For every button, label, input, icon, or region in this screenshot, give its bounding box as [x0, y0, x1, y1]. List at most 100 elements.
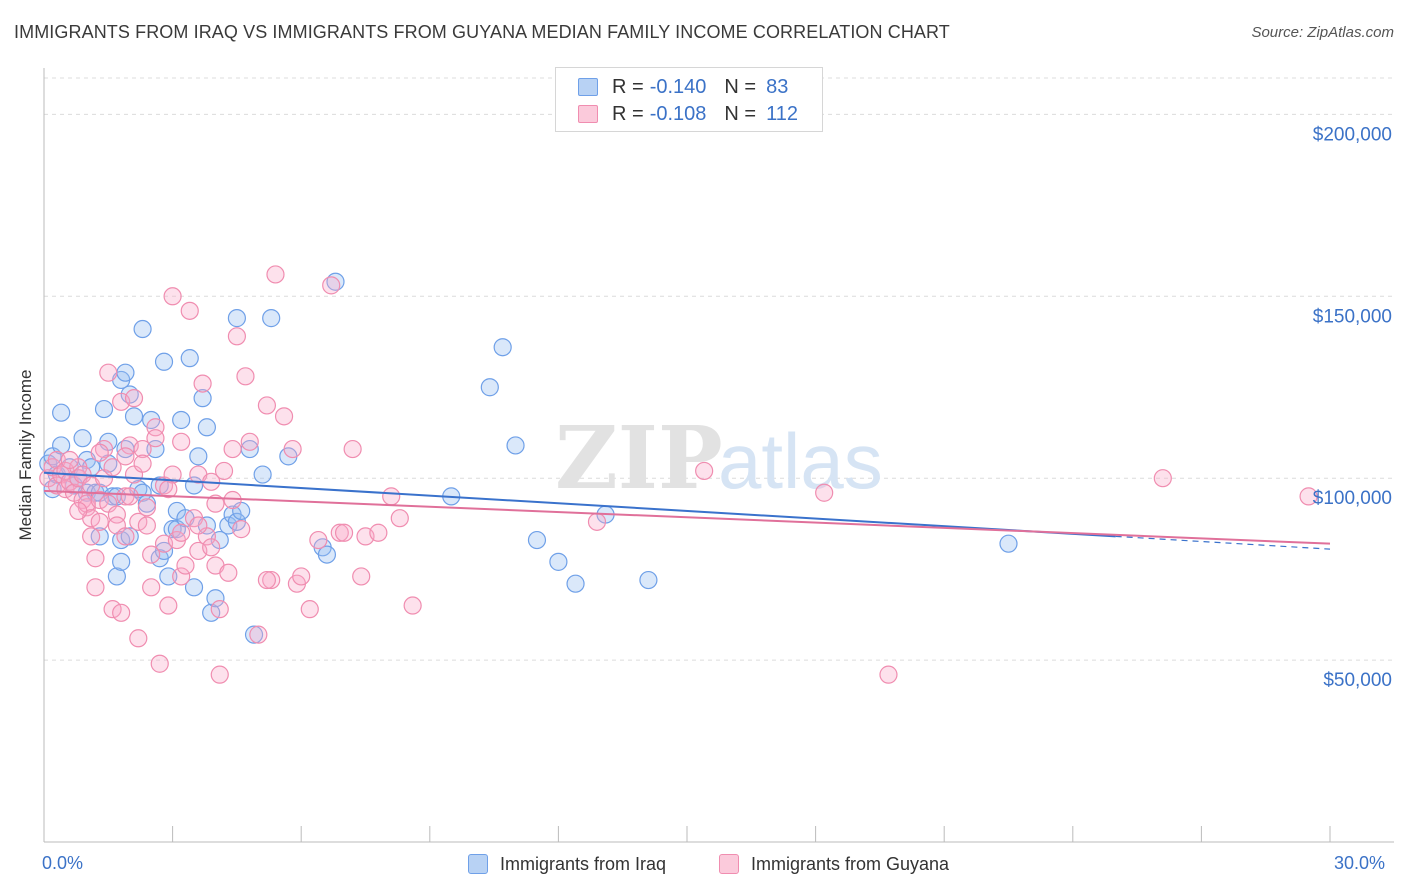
guyana-point — [815, 483, 834, 502]
y-tick-label: $100,000 — [1313, 488, 1392, 509]
guyana-point — [146, 418, 165, 437]
iraq-point — [999, 534, 1018, 553]
guyana-point — [249, 625, 268, 644]
guyana-point — [189, 516, 208, 535]
guyana-point — [129, 629, 148, 648]
guyana-point — [262, 570, 281, 590]
iraq-point — [184, 578, 204, 597]
guyana-point — [240, 432, 259, 451]
guyana-point — [107, 505, 126, 524]
guyana-point — [142, 545, 161, 564]
guyana-point — [193, 374, 212, 393]
legend-label-iraq: Immigrants from Iraq — [500, 853, 667, 874]
iraq-point — [180, 349, 199, 368]
guyana-point — [60, 450, 79, 470]
legend-item-guyana[interactable]: Immigrants from Guyana — [719, 851, 949, 877]
iraq-point — [107, 567, 126, 586]
guyana-point — [116, 527, 135, 546]
iraq-point — [227, 309, 246, 328]
n-value: 83 — [766, 75, 789, 98]
watermark: ZIP atlas — [555, 408, 883, 509]
guyana-point — [137, 498, 156, 517]
iraq-point — [244, 625, 264, 644]
iraq-point — [52, 436, 71, 455]
y-tick-labels: $50,000 $100,000 $150,000 $200,000 — [1313, 124, 1392, 691]
guyana-point — [292, 567, 311, 586]
guyana-point — [403, 596, 422, 615]
stats-row-iraq: R = -0.140 N = 83 — [578, 75, 788, 99]
iraq-trend-line — [43, 471, 1116, 538]
guyana-point — [879, 665, 898, 684]
guyana-point — [274, 407, 294, 426]
guyana-point — [150, 654, 169, 673]
source-label: Source: ZipAtlas.com — [1251, 24, 1394, 41]
guyana-point — [266, 265, 285, 284]
iraq-point — [262, 309, 281, 328]
guyana-point — [322, 276, 341, 295]
iraq-point — [159, 567, 178, 586]
stats-row-guyana: R = -0.108 N = 112 — [578, 102, 798, 126]
guyana-point — [223, 439, 242, 459]
y-tick-label: $50,000 — [1323, 670, 1392, 691]
guyana-point — [86, 578, 105, 597]
guyana-point — [163, 287, 182, 306]
iraq-point — [133, 319, 152, 339]
trend-lines — [43, 471, 1331, 550]
n-value: 112 — [766, 102, 798, 125]
guyana-point — [219, 563, 238, 582]
stats-legend: R = -0.140 N = 83 R = -0.108 N = 112 — [555, 67, 823, 132]
guyana-point — [86, 549, 105, 568]
guyana-point — [1299, 487, 1318, 506]
guyana-point — [343, 439, 362, 459]
guyana-point — [120, 487, 139, 506]
guyana-point — [99, 363, 118, 382]
iraq-point — [197, 418, 216, 437]
iraq-point — [73, 429, 92, 448]
n-label: N = — [724, 102, 757, 125]
iraq-point — [116, 363, 135, 382]
guyana-point — [133, 454, 152, 473]
iraq-point — [493, 338, 512, 357]
iraq-point — [120, 527, 139, 546]
iraq-point — [112, 552, 131, 571]
legend-item-iraq[interactable]: Immigrants from Iraq — [468, 851, 666, 877]
guyana-point — [369, 523, 388, 542]
y-tick-label: $150,000 — [1313, 306, 1392, 327]
guyana-point — [133, 439, 152, 459]
y-tick-label: $200,000 — [1313, 124, 1392, 145]
iraq-point — [639, 570, 658, 590]
guyana-point — [309, 530, 328, 550]
iraq-point — [566, 574, 585, 593]
guyana-point — [232, 520, 251, 539]
iraq-point — [527, 530, 547, 550]
guyana-point — [90, 512, 109, 531]
r-value: -0.108 — [649, 102, 707, 125]
iraq-point — [154, 352, 174, 371]
guyana-point — [159, 596, 178, 615]
iraq-point — [94, 399, 114, 419]
x-tick-min: 0.0% — [42, 853, 84, 873]
guyana-trend-line — [43, 489, 1331, 545]
iraq-point — [52, 403, 71, 422]
guyana-point — [210, 665, 229, 684]
guyana-swatch — [578, 105, 598, 123]
iraq-point — [317, 545, 337, 564]
legend-label-guyana: Immigrants from Guyana — [751, 853, 950, 874]
guyana-point — [1153, 469, 1172, 488]
guyana-point — [116, 447, 135, 466]
iraq-point — [146, 439, 165, 459]
iraq-point — [189, 447, 208, 466]
guyana-point — [236, 367, 255, 386]
guyana-point — [206, 494, 225, 513]
r-label: R = — [612, 102, 644, 125]
guyana-point — [587, 512, 607, 531]
guyana-point — [210, 600, 229, 619]
guyana-point — [146, 429, 165, 448]
guyana-point — [257, 570, 277, 590]
guyana-point — [382, 487, 401, 506]
guyana-point — [137, 516, 156, 535]
guyana-point — [82, 527, 101, 546]
guyana-point — [334, 523, 354, 542]
guyana-point — [69, 501, 88, 521]
